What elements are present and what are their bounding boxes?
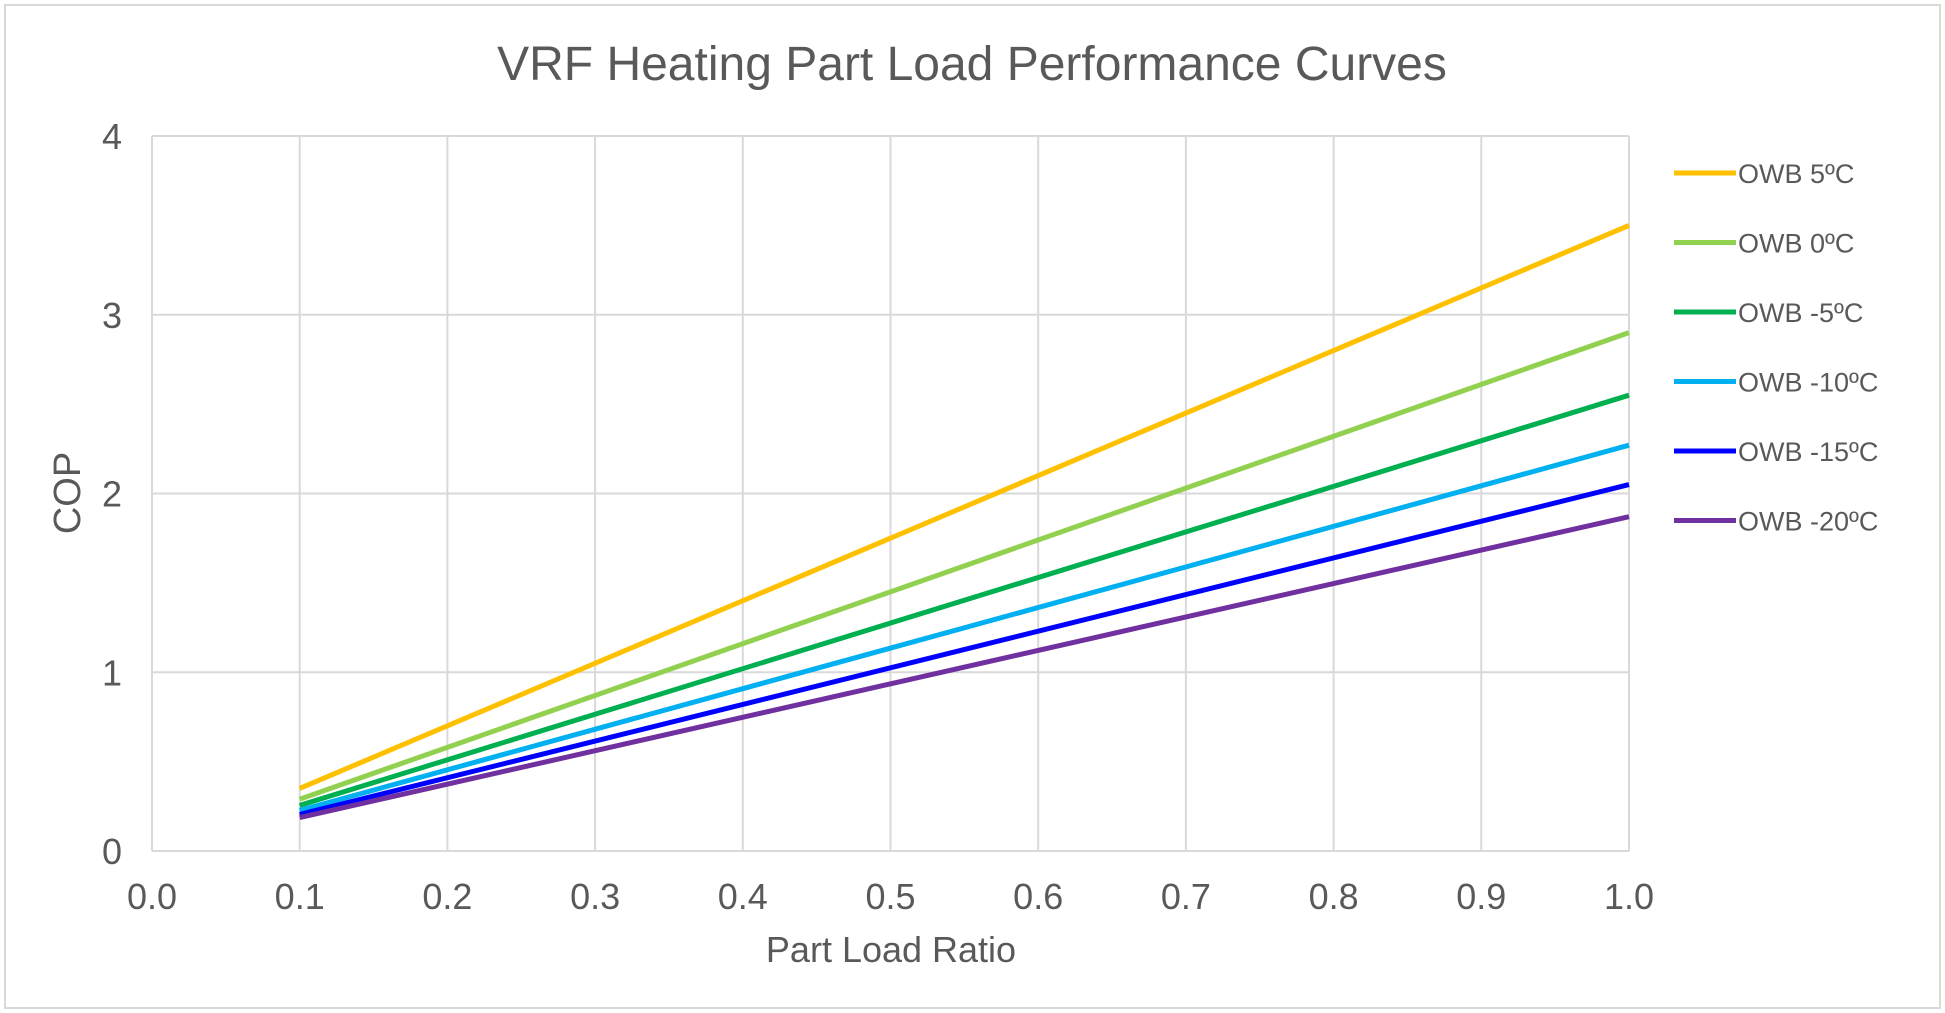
y-tick-label: 1 <box>102 652 122 693</box>
x-tick-label: 0.4 <box>718 876 768 917</box>
series-line <box>298 392 1630 808</box>
x-axis-label: Part Load Ratio <box>766 929 1016 970</box>
gridlines <box>152 135 1630 851</box>
y-tick-label: 0 <box>102 831 122 872</box>
legend-label: OWB -20ºC <box>1738 507 1878 537</box>
series-line <box>299 442 1630 813</box>
x-tick-label: 0.8 <box>1309 876 1359 917</box>
y-tick-label: 3 <box>102 295 122 336</box>
x-tick-label: 0.6 <box>1013 876 1063 917</box>
x-tick-label: 0.9 <box>1456 876 1506 917</box>
series-lines <box>298 223 1630 821</box>
legend-label: OWB -10ºC <box>1738 368 1878 398</box>
legend-label: OWB 0ºC <box>1738 229 1854 259</box>
legend-label: OWB -5ºC <box>1738 298 1863 328</box>
series-line <box>299 482 1630 817</box>
chart-title: VRF Heating Part Load Performance Curves <box>497 38 1447 91</box>
y-tick-label: 2 <box>102 474 122 515</box>
legend-label: OWB 5ºC <box>1738 159 1854 189</box>
x-tick-label: 1.0 <box>1604 876 1654 917</box>
axes: 0.0 0.1 0.2 0.3 0.4 0.5 0.6 0.7 0.8 0.9 1.0 0 1 2 3 4 <box>102 116 1654 917</box>
legend: OWB 5ºC OWB 0ºC OWB -5ºC OWB -10ºC OWB -15ºC… <box>1674 159 1878 537</box>
x-tick-label: 0.2 <box>422 876 472 917</box>
x-tick-label: 0.0 <box>127 876 177 917</box>
x-tick-label: 0.5 <box>865 876 915 917</box>
y-axis-label: COP <box>47 452 89 534</box>
series-line <box>298 330 1630 802</box>
y-tick-label: 4 <box>102 116 122 157</box>
x-tick-label: 0.3 <box>570 876 620 917</box>
series-line <box>299 514 1630 821</box>
x-tick-label: 0.1 <box>275 876 325 917</box>
legend-label: OWB -15ºC <box>1738 437 1878 467</box>
series-line <box>298 223 1630 791</box>
chart-border <box>4 4 1941 1009</box>
x-tick-label: 0.7 <box>1161 876 1211 917</box>
